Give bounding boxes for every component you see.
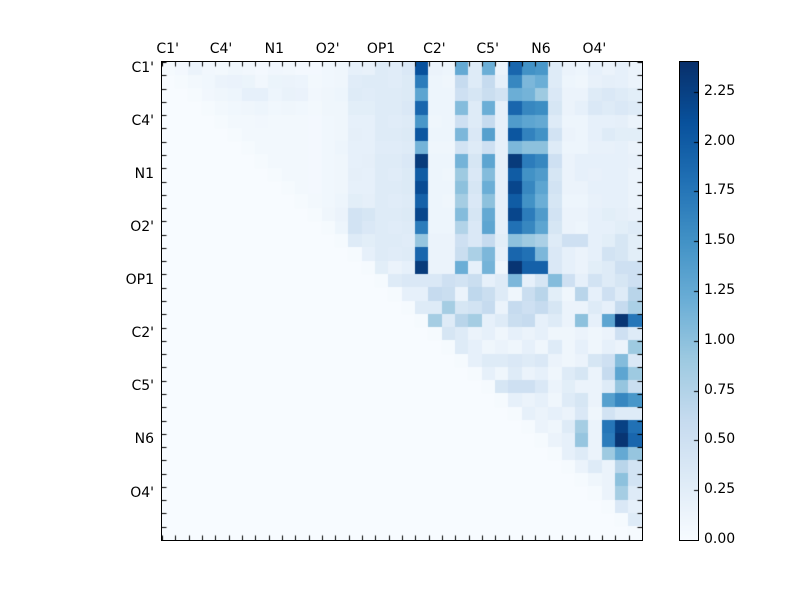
colorbar-tick-label: 0.25 <box>704 481 736 498</box>
y-axis-label: C1' <box>131 59 154 76</box>
y-axis-label: OP1 <box>125 272 154 289</box>
colorbar <box>679 61 699 541</box>
colorbar-tick-label: 0.00 <box>704 531 736 547</box>
y-axis-label: C5' <box>131 378 154 395</box>
y-axis-label: O4' <box>130 484 154 501</box>
y-axis-label: N6 <box>134 431 154 448</box>
y-axis-label: C4' <box>131 112 154 129</box>
colorbar-tick-label: 1.75 <box>704 182 736 199</box>
x-axis-label: O4' <box>582 41 607 57</box>
y-axis-label: C2' <box>131 325 154 342</box>
x-axis-label: O2' <box>315 41 340 57</box>
colorbar-canvas <box>680 62 698 540</box>
x-axis-label: C1' <box>156 41 179 57</box>
heatmap-plot-area <box>161 61 643 541</box>
colorbar-tick-label: 2.25 <box>704 82 736 99</box>
x-axis-label: C5' <box>476 41 499 57</box>
x-axis-label: C2' <box>423 41 446 57</box>
colorbar-tick-label: 1.50 <box>704 232 736 249</box>
y-axis-label: N1 <box>134 165 154 182</box>
x-axis-label: OP1 <box>366 41 396 57</box>
colorbar-tick-label: 1.25 <box>704 282 736 299</box>
colorbar-tick-label: 0.75 <box>704 381 736 398</box>
colorbar-tick-label: 2.00 <box>704 132 736 149</box>
x-axis-label: N6 <box>531 41 551 57</box>
heatmap-canvas <box>162 62 642 540</box>
x-axis-label: C4' <box>209 41 233 57</box>
colorbar-tick-label: 0.50 <box>704 431 736 448</box>
x-axis-label: N1 <box>264 41 285 57</box>
colorbar-tick-label: 1.00 <box>704 331 736 348</box>
y-axis-label: O2' <box>130 218 154 235</box>
